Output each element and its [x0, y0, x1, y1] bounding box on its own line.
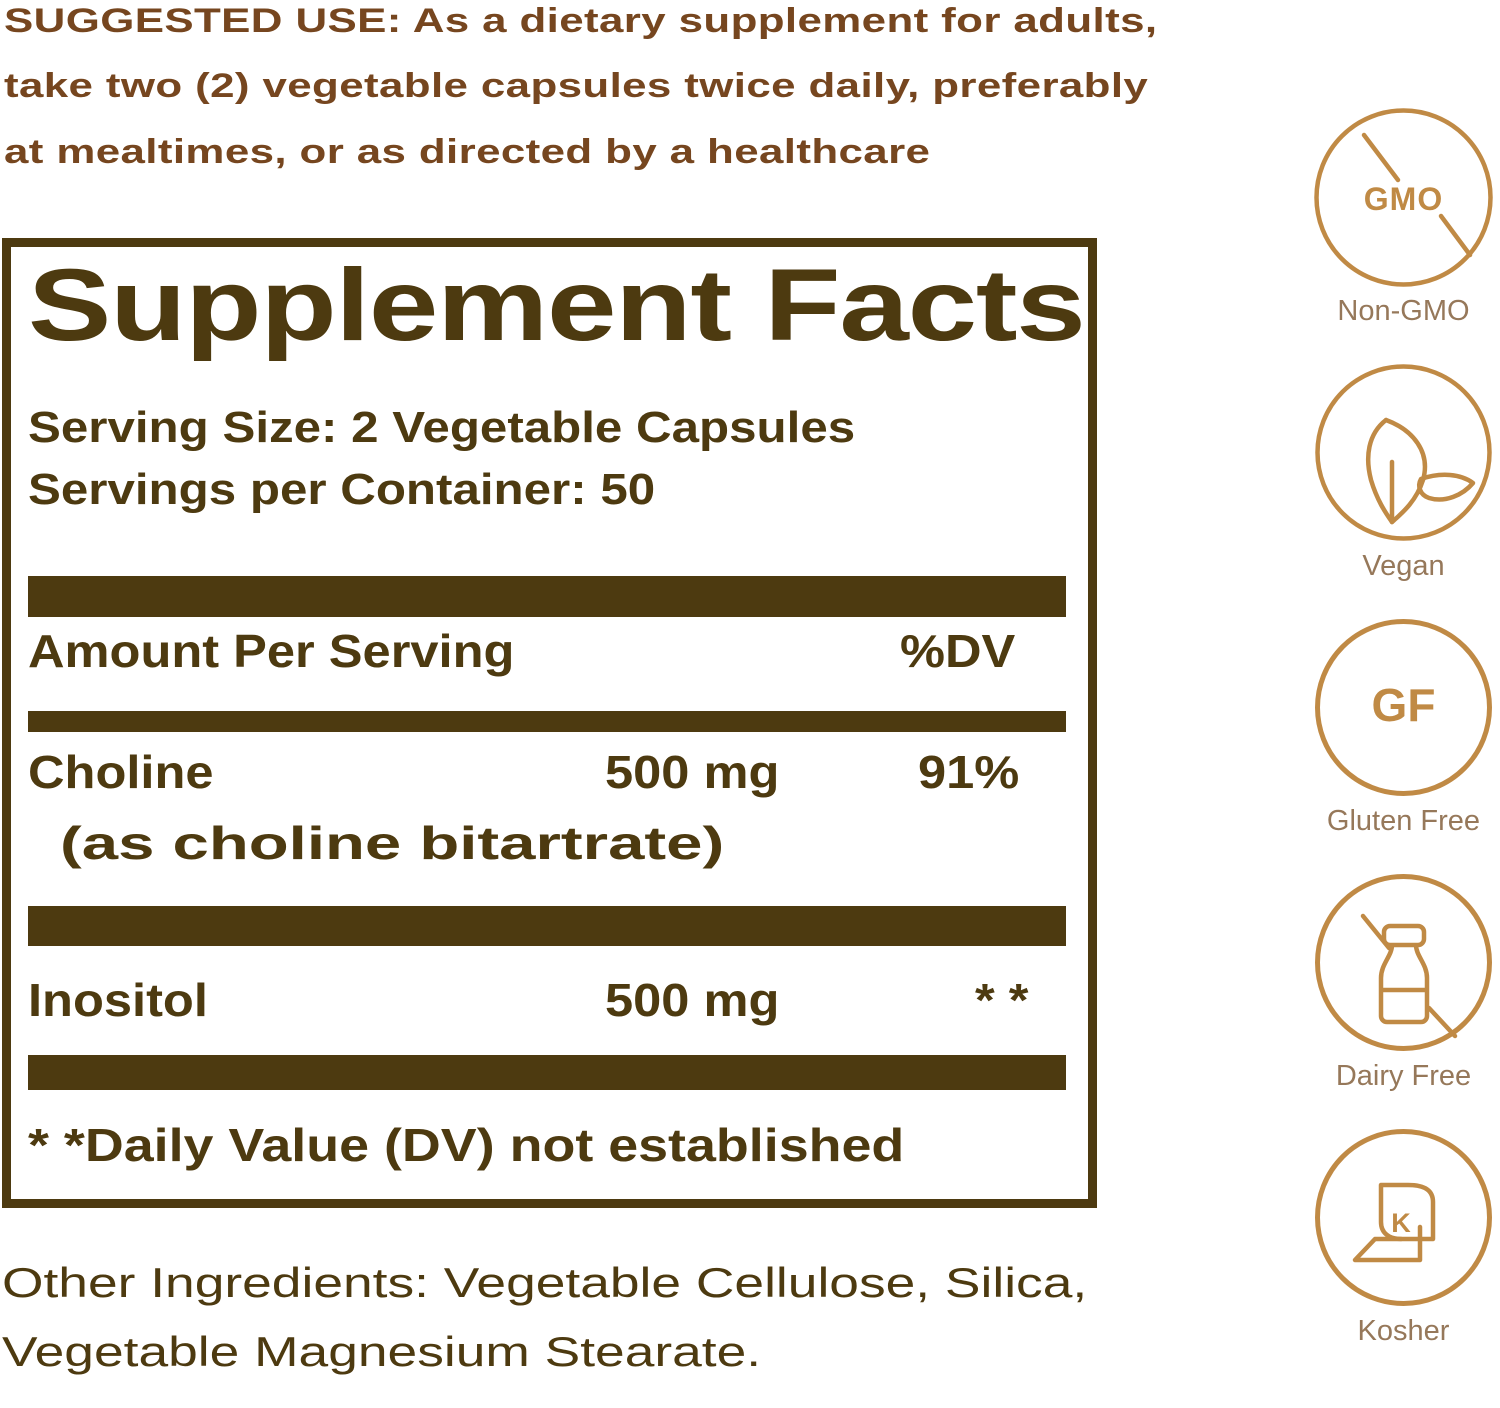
svg-text:K: K — [1391, 1208, 1411, 1238]
svg-text:GF: GF — [1372, 679, 1436, 731]
svg-text:GMO: GMO — [1364, 181, 1443, 217]
